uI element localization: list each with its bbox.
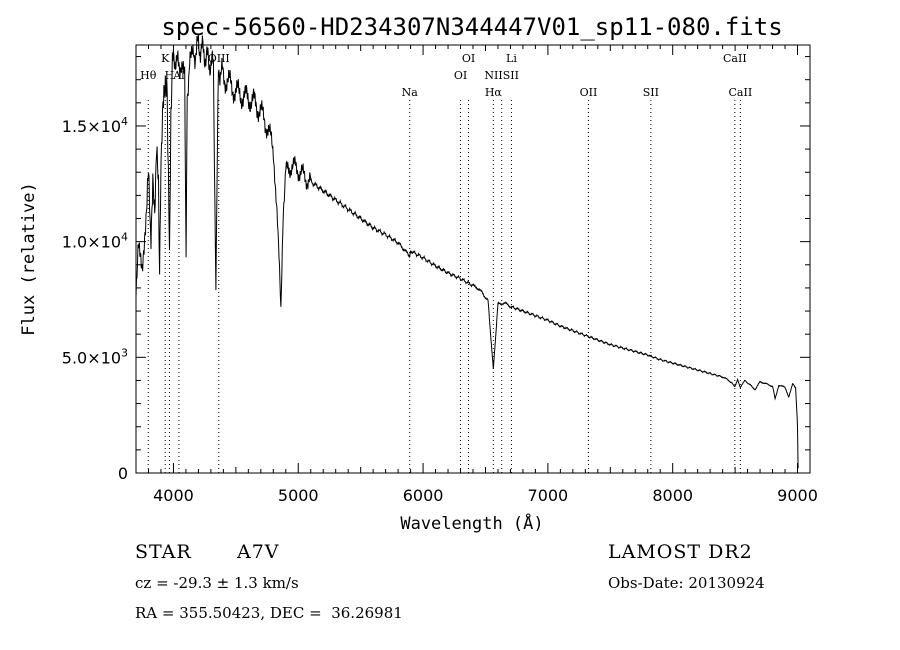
- redshift-cz: cz = -29.3 ± 1.3 km/s: [135, 574, 299, 592]
- line-annotation-label: SII: [643, 86, 659, 99]
- y-axis-ticks: 0 5.0×103 1.0×104 1.5×104: [62, 56, 810, 483]
- x-axis-ticks: 4000 5000 6000 7000 8000 9000: [135, 45, 818, 505]
- line-annotation-label: Na: [402, 86, 419, 99]
- chart-title: spec-56560-HD234307N344447V01_sp11-080.f…: [161, 13, 782, 41]
- line-annotation-label: K: [161, 52, 170, 65]
- line-annotation-label: OI: [454, 69, 467, 82]
- line-annotation-label: CaII: [729, 86, 753, 99]
- x-tick-label: 8000: [652, 486, 693, 505]
- object-class: STAR: [135, 541, 192, 563]
- survey-name: LAMOST DR2: [608, 541, 753, 563]
- line-annotation-label: OI: [462, 52, 475, 65]
- x-tick-label: 5000: [278, 486, 319, 505]
- spectral-subclass: A7V: [237, 541, 280, 563]
- x-axis-label: Wavelength (Å): [400, 512, 543, 534]
- line-annotation-label: NIISII: [484, 69, 519, 82]
- line-markers: [147, 100, 741, 473]
- y-tick-label: 1.0×104: [62, 231, 128, 252]
- line-annotation-label: CaII: [723, 52, 747, 65]
- observation-date: Obs-Date: 20130924: [608, 574, 765, 592]
- x-tick-label: 9000: [777, 486, 818, 505]
- x-tick-label: 6000: [403, 486, 444, 505]
- line-annotation-label: Hα: [485, 86, 503, 99]
- line-annotation-label: H: [165, 69, 175, 82]
- line-annotation-label: Li: [506, 52, 517, 65]
- line-annotation-label: OII: [580, 86, 598, 99]
- spectrum-line: [135, 33, 799, 469]
- x-tick-label: 4000: [153, 486, 194, 505]
- y-tick-label: 5.0×103: [62, 346, 128, 367]
- y-tick-label: 1.5×104: [62, 115, 128, 136]
- line-annotation-label: Hθ: [140, 69, 157, 82]
- ra-dec-coordinates: RA = 355.50423, DEC = 36.26981: [135, 604, 403, 622]
- y-axis-label: Flux (relative): [19, 182, 39, 336]
- y-tick-label: 0: [118, 464, 128, 483]
- x-tick-label: 7000: [528, 486, 569, 505]
- plot-frame: [135, 44, 811, 474]
